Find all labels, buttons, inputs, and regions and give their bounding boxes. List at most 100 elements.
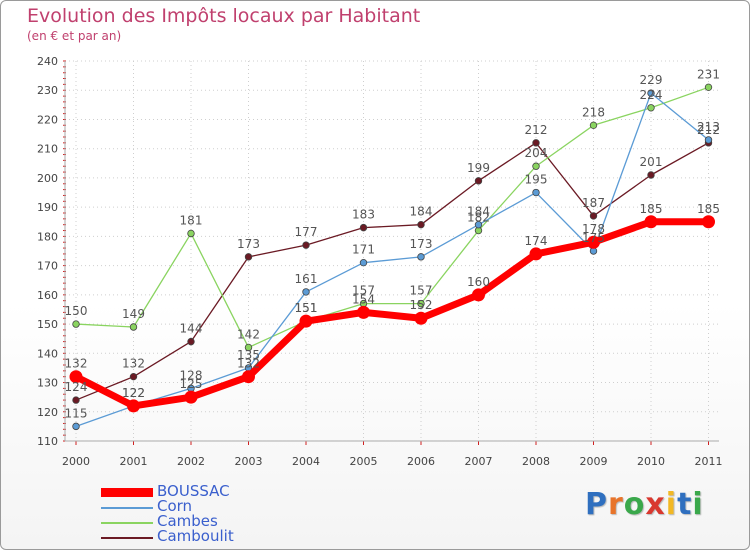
data-label-camboulit: 187 <box>582 196 605 210</box>
data-label-boussac: 185 <box>697 202 720 216</box>
data-point-camboulit <box>302 241 310 249</box>
data-label-corn: 122 <box>122 386 145 400</box>
data-label-boussac: 185 <box>640 202 663 216</box>
y-tick-label: 160 <box>37 289 58 302</box>
data-label-boussac: 132 <box>65 357 88 371</box>
data-point-camboulit <box>72 396 80 404</box>
data-label-boussac: 125 <box>180 377 203 391</box>
data-point-camboulit <box>532 139 540 147</box>
legend-swatch <box>101 488 153 497</box>
legend-label: BOUSSAC <box>157 482 230 500</box>
data-label-cambes: 150 <box>65 304 88 318</box>
data-point-boussac <box>587 235 600 249</box>
data-label-cambes: 151 <box>295 301 318 315</box>
data-point-corn <box>417 253 425 261</box>
logo-letter: x <box>645 487 666 522</box>
legend-swatch <box>101 522 153 524</box>
series-line-corn <box>75 92 710 428</box>
data-point-corn <box>72 422 80 431</box>
data-point-cambes <box>532 162 540 170</box>
x-tick-label: 2006 <box>407 455 435 468</box>
data-label-corn: 171 <box>352 243 375 257</box>
x-tick-label: 2004 <box>292 455 320 468</box>
x-tick-label: 2000 <box>62 455 90 468</box>
data-point-boussac <box>644 215 658 229</box>
data-point-cambes <box>704 83 713 92</box>
data-label-cambes: 149 <box>122 307 145 321</box>
logo-letter: o <box>623 487 646 522</box>
data-label-corn: 115 <box>65 406 88 420</box>
x-tick-label: 2003 <box>235 455 263 468</box>
data-label-cambes: 142 <box>237 327 260 341</box>
data-point-boussac <box>299 314 313 328</box>
chart-subtitle: (en € et par an) <box>27 29 122 43</box>
logo-letter: i <box>692 487 704 522</box>
data-point-camboulit <box>474 177 483 185</box>
data-label-camboulit: 124 <box>65 380 88 394</box>
data-label-camboulit: 201 <box>640 155 663 169</box>
data-point-camboulit <box>417 220 425 229</box>
data-label-camboulit: 212 <box>525 123 548 137</box>
data-point-cambes <box>589 121 598 130</box>
data-point-corn <box>359 258 368 267</box>
legend-swatch <box>101 537 153 539</box>
data-label-camboulit: 183 <box>352 208 375 222</box>
x-tick-label: 2009 <box>580 455 608 468</box>
data-point-boussac <box>472 288 485 302</box>
data-point-corn <box>647 89 655 97</box>
data-label-corn: 184 <box>467 205 490 219</box>
x-tick-label: 2002 <box>177 455 205 468</box>
data-label-boussac: 152 <box>410 298 433 312</box>
series-line-camboulit <box>75 142 710 401</box>
y-tick-label: 140 <box>37 347 58 360</box>
logo-letter: t <box>677 487 693 522</box>
data-point-boussac <box>529 247 543 261</box>
legend-label: Cambes <box>157 512 218 530</box>
data-point-camboulit <box>647 171 655 179</box>
y-tick-label: 120 <box>37 406 58 419</box>
legend-label: Corn <box>157 497 193 515</box>
data-label-camboulit: 132 <box>122 357 145 371</box>
data-label-boussac: 174 <box>525 234 548 248</box>
data-label-corn: 135 <box>237 348 260 362</box>
y-tick-label: 180 <box>37 230 58 243</box>
x-tick-label: 2005 <box>350 455 378 468</box>
y-tick-label: 170 <box>37 260 58 273</box>
data-point-boussac <box>357 305 370 319</box>
logo-letter: i <box>665 487 678 522</box>
data-point-cambes <box>72 320 80 328</box>
data-point-camboulit <box>244 253 253 261</box>
series-line-cambes <box>75 86 710 349</box>
data-label-cambes: 218 <box>582 105 605 119</box>
data-point-boussac <box>69 370 83 384</box>
data-label-corn: 173 <box>410 237 433 251</box>
y-tick-label: 230 <box>37 84 58 97</box>
y-tick-label: 240 <box>37 55 58 68</box>
data-point-boussac <box>127 399 140 413</box>
data-label-cambes: 224 <box>640 88 663 102</box>
y-tick-label: 150 <box>37 318 58 331</box>
data-point-corn <box>532 188 540 197</box>
legend-swatch <box>101 507 153 509</box>
logo-letter: r <box>608 487 624 522</box>
y-tick-label: 200 <box>37 172 58 185</box>
logo-letter: P <box>585 487 608 522</box>
data-point-boussac <box>242 370 255 384</box>
data-point-cambes <box>417 299 425 308</box>
data-point-corn <box>302 288 310 296</box>
data-point-cambes <box>129 323 138 331</box>
data-label-camboulit: 199 <box>467 161 490 175</box>
proxiti-logo: Proxiti <box>585 487 704 522</box>
x-tick-label: 2010 <box>637 455 665 468</box>
data-point-cambes <box>647 104 655 112</box>
x-tick-label: 2008 <box>522 455 550 468</box>
legend-label: Camboulit <box>157 527 234 545</box>
data-point-corn <box>704 136 713 144</box>
data-point-cambes <box>187 229 195 238</box>
data-point-camboulit <box>589 212 598 220</box>
data-label-camboulit: 184 <box>410 205 433 219</box>
data-point-camboulit <box>187 337 195 346</box>
data-label-cambes: 157 <box>410 284 433 298</box>
